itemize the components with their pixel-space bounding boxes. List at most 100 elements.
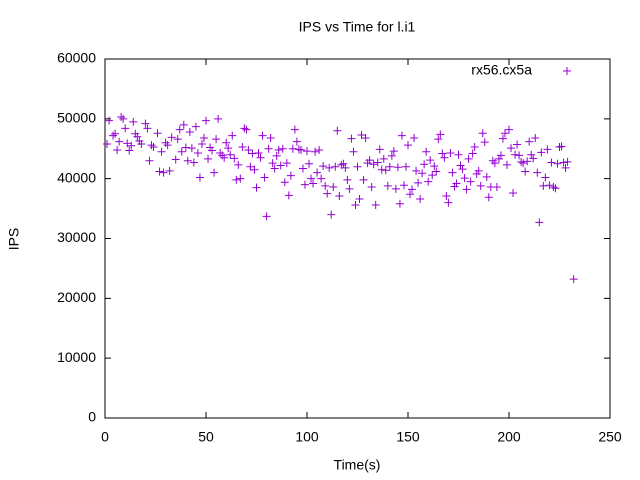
point [395, 199, 404, 208]
point [197, 139, 206, 148]
point [337, 160, 346, 169]
point [569, 275, 578, 284]
point [242, 125, 251, 134]
point [387, 151, 396, 160]
point [490, 159, 499, 168]
point [327, 210, 336, 219]
point [256, 153, 265, 162]
point [276, 161, 285, 170]
point [541, 173, 550, 182]
point [222, 138, 231, 147]
point [315, 145, 324, 154]
point [371, 200, 380, 209]
point [288, 144, 297, 153]
point [333, 126, 342, 135]
point [319, 162, 328, 171]
point [452, 179, 461, 188]
point [189, 158, 198, 167]
point [268, 159, 277, 168]
point [551, 184, 560, 193]
point [410, 133, 419, 142]
point [430, 162, 439, 171]
point [492, 183, 501, 192]
point [416, 195, 425, 204]
point [440, 153, 449, 162]
point [159, 168, 168, 177]
point [545, 181, 554, 190]
point [434, 135, 443, 144]
point [230, 154, 239, 163]
point [335, 192, 344, 201]
point [424, 177, 433, 186]
point [212, 135, 221, 144]
point [214, 114, 223, 123]
point [220, 153, 229, 162]
point [111, 129, 120, 138]
point [173, 135, 182, 144]
point [535, 218, 544, 227]
point [420, 160, 429, 169]
point [523, 157, 532, 166]
point [454, 150, 463, 159]
point [208, 146, 217, 155]
point [248, 149, 257, 158]
point [456, 161, 465, 170]
point [298, 164, 307, 173]
point [513, 140, 522, 149]
point [224, 144, 233, 153]
point [482, 172, 491, 181]
point [517, 157, 526, 166]
point [264, 144, 273, 153]
point [466, 177, 475, 186]
point [260, 173, 269, 182]
point [401, 162, 410, 171]
point [369, 160, 378, 169]
chart-title: IPS vs Time for l.i1 [299, 19, 416, 35]
point [408, 185, 417, 194]
point [343, 175, 352, 184]
point [446, 148, 455, 157]
point [329, 183, 338, 192]
point [325, 163, 334, 172]
point [365, 156, 374, 165]
point [351, 200, 360, 209]
point [531, 133, 540, 142]
y-tick-label: 60000 [57, 50, 96, 66]
x-tick-label: 0 [101, 429, 109, 445]
point [270, 164, 279, 173]
point [167, 133, 176, 142]
point [305, 159, 314, 168]
point [367, 183, 376, 192]
point [529, 154, 538, 163]
x-tick-label: 250 [598, 429, 622, 445]
y-tick-label: 10000 [57, 349, 96, 365]
y-tick-label: 40000 [57, 169, 96, 185]
point [414, 178, 423, 187]
point [468, 149, 477, 158]
point [129, 117, 138, 126]
point [543, 145, 552, 154]
point [290, 125, 299, 134]
point [547, 158, 556, 167]
point [458, 165, 467, 174]
point [422, 147, 431, 156]
point [141, 119, 150, 128]
point [236, 174, 245, 183]
point [171, 155, 180, 164]
point [379, 154, 388, 163]
point [561, 163, 570, 172]
point [193, 148, 202, 157]
point [383, 181, 392, 190]
point [464, 154, 473, 163]
point [157, 147, 166, 156]
point [553, 159, 562, 168]
point [153, 129, 162, 138]
point [296, 145, 305, 154]
point [252, 183, 261, 192]
point [185, 127, 194, 136]
point [133, 132, 142, 141]
x-tick-label: 200 [497, 429, 521, 445]
point [462, 185, 471, 194]
